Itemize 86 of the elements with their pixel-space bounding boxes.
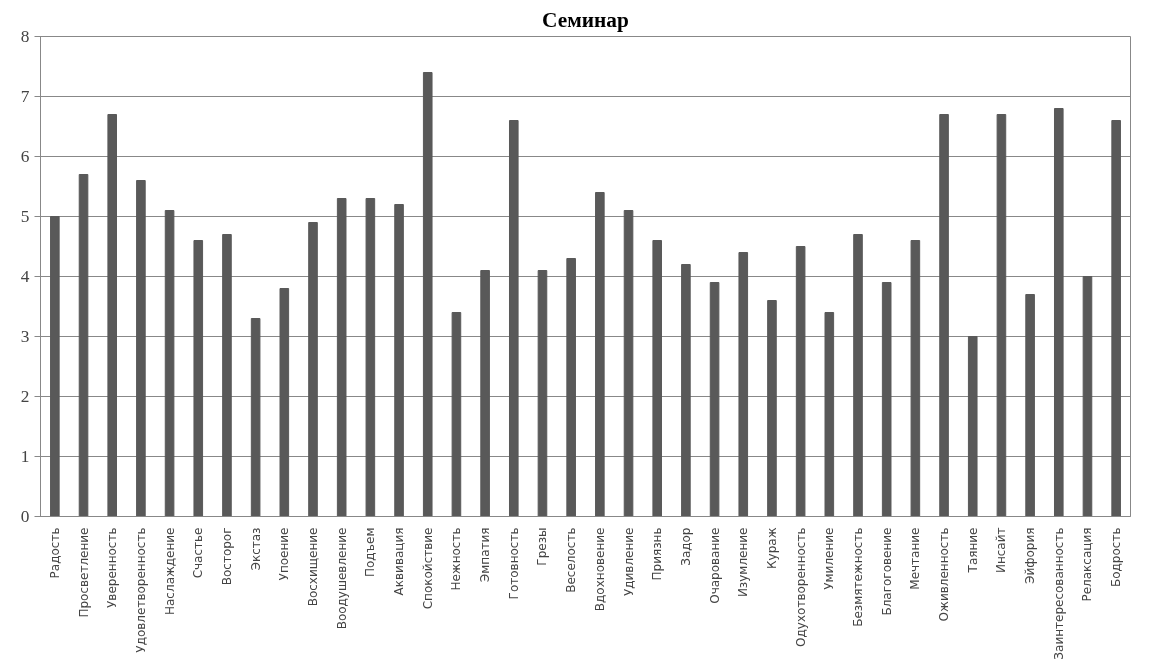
x-tick-label: Восхищение [306, 527, 320, 607]
bar [595, 192, 605, 517]
y-tick-label: 4 [20, 267, 30, 286]
bar [336, 198, 347, 517]
x-tick-label: Таяние [965, 527, 980, 574]
y-tick-label: 1 [20, 447, 30, 466]
bar [939, 114, 949, 517]
bar [709, 282, 720, 517]
bar [1082, 276, 1093, 517]
bar [967, 336, 978, 517]
y-tick-label: 6 [20, 147, 30, 166]
bar [136, 180, 146, 517]
x-tick-label: Умиление [822, 527, 837, 590]
x-tick-label: Кураж [764, 527, 779, 569]
bar [566, 258, 576, 517]
bar [1025, 294, 1035, 517]
bar [681, 264, 691, 517]
bar [394, 204, 404, 517]
x-tick-label: Воодушевление [334, 527, 349, 630]
y-tick-label: 2 [20, 387, 30, 406]
x-tick-label: Аквивация [392, 527, 407, 596]
x-tick-label: Упоение [277, 527, 292, 581]
x-tick-label: Эйфория [1023, 527, 1038, 584]
x-tick-label: Наслаждение [162, 527, 177, 616]
bar [480, 270, 490, 517]
x-tick-label: Вдохновение [592, 527, 607, 612]
bar [795, 246, 806, 517]
bar [365, 198, 376, 517]
bar [279, 288, 290, 517]
x-tick-label: Веселость [564, 527, 579, 593]
x-tick-label: Грезы [535, 527, 550, 566]
x-tick-label: Очарование [707, 527, 722, 604]
x-tick-label: Изумление [736, 527, 751, 598]
y-tick-label: 8 [20, 27, 30, 46]
x-tick-label: Благоговение [879, 527, 894, 616]
x-tick-label: Безмятежность [851, 527, 865, 627]
x-tick-label: Заинтересованность [1051, 527, 1066, 660]
bar [250, 318, 261, 517]
x-tick-label: Спокойствие [420, 527, 435, 610]
x-tick-label: Счастье [191, 527, 206, 579]
bar [451, 312, 462, 517]
x-tick-label: Нежность [449, 527, 464, 591]
x-tick-label: Восторог [219, 527, 234, 586]
bar [50, 216, 60, 517]
x-tick-label: Уверенность [105, 527, 120, 608]
bar [222, 234, 232, 517]
bar [1111, 120, 1121, 517]
x-tick-label: Релаксация [1080, 527, 1095, 602]
bar [508, 120, 519, 517]
bar [853, 234, 863, 517]
bar [1053, 108, 1064, 517]
bar [881, 282, 892, 517]
chart-title: Семинар [542, 7, 629, 32]
y-tick-label: 7 [20, 87, 30, 106]
bar [996, 114, 1007, 517]
bar [308, 222, 318, 517]
bar [623, 210, 634, 517]
bar [537, 270, 548, 517]
bar [910, 240, 921, 517]
y-tick-label: 3 [20, 327, 30, 346]
x-tick-label: Удовлетворенность [133, 527, 148, 653]
y-tick-label: 5 [20, 207, 30, 226]
x-tick-label: Одухотворенность [793, 527, 808, 647]
bar [164, 210, 175, 517]
x-tick-label: Мечтание [908, 527, 923, 590]
bar [738, 252, 749, 517]
bar [78, 174, 89, 517]
x-tick-label: Удивление [621, 527, 636, 597]
bar [652, 240, 663, 517]
bar [422, 72, 433, 517]
bar [193, 240, 204, 517]
x-tick-label: Инсайт [994, 527, 1009, 574]
x-tick-label: Готовность [506, 527, 521, 600]
x-tick-label: Эмпатия [478, 527, 493, 583]
x-tick-label: Подъем [363, 527, 378, 578]
bar [824, 312, 835, 517]
x-tick-label: Задор [678, 527, 693, 566]
bar [767, 300, 777, 517]
x-tick-label: Экстаз [248, 527, 263, 571]
x-tick-label: Просветление [76, 527, 91, 618]
x-tick-label: Оживленность [937, 527, 952, 622]
bar [107, 114, 118, 517]
x-tick-label: Приязнь [650, 527, 665, 581]
x-tick-label: Бодрость [1109, 527, 1124, 587]
y-tick-label: 0 [20, 507, 30, 526]
x-tick-label: Радость [47, 527, 62, 579]
